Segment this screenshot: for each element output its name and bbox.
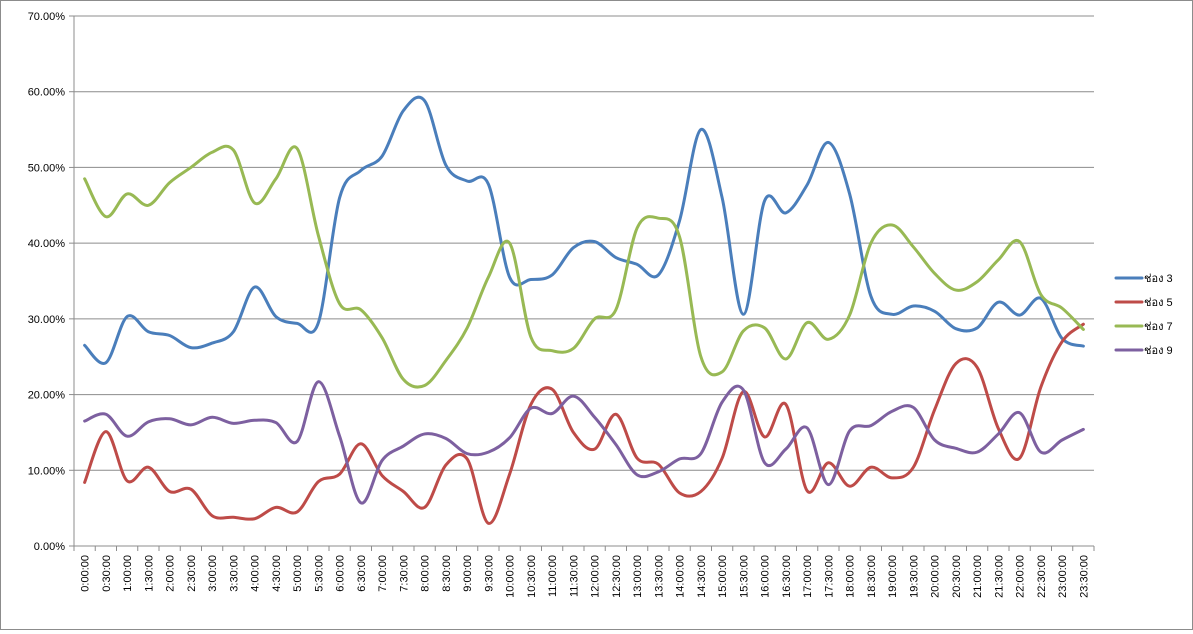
x-tick-label: 10:30:00 (526, 555, 538, 598)
x-tick-label: 4:30:00 (271, 555, 283, 592)
series-lines (83, 95, 1085, 525)
x-tick-label: 9:30:00 (483, 555, 495, 592)
x-tick-label: 18:00:00 (845, 555, 857, 598)
y-axis-ticks: 0.00% 10.00% 20.00% 30.00% 40.00% 50.00% 60.00… (28, 11, 74, 553)
x-axis-ticks: 0:00:00 0:30:00 1:00:00 1:30:00 2:00:00 2:30:… (73, 546, 1095, 598)
legend: ช่อง 3 ช่อง 5 ช่อง 7 ช่อง 9 (1114, 273, 1173, 357)
x-tick-label: 2:00:00 (165, 555, 177, 592)
series-line-3 (83, 144, 1085, 389)
x-tick-label: 13:00:00 (632, 555, 644, 598)
legend-label-3: ช่อง 7 (1144, 321, 1173, 333)
y-tick-label: 50.00% (28, 162, 66, 174)
x-tick-label: 20:00:00 (930, 555, 942, 598)
x-tick-label: 0:00:00 (80, 555, 92, 592)
x-tick-label: 3:00:00 (207, 555, 219, 592)
series-line-2 (83, 322, 1085, 525)
x-tick-label: 3:30:00 (228, 555, 240, 592)
x-tick-label: 23:00:00 (1057, 555, 1069, 598)
x-tick-label: 1:00:00 (122, 555, 134, 592)
x-tick-label: 15:30:00 (738, 555, 750, 598)
x-tick-label: 23:30:00 (1078, 555, 1090, 598)
legend-label-1: ช่อง 3 (1144, 273, 1173, 285)
x-tick-label: 12:00:00 (590, 555, 602, 598)
x-tick-label: 1:30:00 (143, 555, 155, 592)
x-tick-label: 2:30:00 (186, 555, 198, 592)
x-tick-label: 5:00:00 (292, 555, 304, 592)
x-tick-label: 8:30:00 (441, 555, 453, 592)
x-tick-label: 17:30:00 (823, 555, 835, 598)
y-tick-label: 0.00% (34, 541, 65, 553)
y-tick-label: 20.00% (28, 390, 66, 402)
x-tick-label: 13:30:00 (653, 555, 665, 598)
series-line-1 (83, 95, 1085, 365)
x-tick-label: 6:00:00 (335, 555, 347, 592)
x-tick-label: 5:30:00 (313, 555, 325, 592)
x-tick-label: 11:30:00 (568, 555, 580, 597)
x-tick-label: 19:30:00 (908, 555, 920, 598)
x-tick-label: 14:00:00 (675, 555, 687, 598)
x-tick-label: 22:30:00 (1036, 555, 1048, 598)
x-tick-label: 14:30:00 (696, 555, 708, 598)
x-tick-label: 6:30:00 (356, 555, 368, 592)
gridlines (74, 15, 1094, 471)
y-tick-label: 40.00% (28, 238, 66, 250)
x-tick-label: 4:00:00 (250, 555, 262, 592)
x-tick-label: 7:30:00 (398, 555, 410, 592)
x-tick-label: 0:30:00 (101, 555, 113, 592)
x-tick-label: 8:00:00 (420, 555, 432, 592)
x-tick-label: 10:00:00 (505, 555, 517, 598)
y-tick-label: 30.00% (28, 314, 66, 326)
x-tick-label: 12:30:00 (611, 555, 623, 598)
x-tick-label: 20:30:00 (951, 555, 963, 598)
x-tick-label: 18:30:00 (866, 555, 878, 598)
legend-label-2: ช่อง 5 (1144, 297, 1173, 309)
x-tick-label: 16:00:00 (760, 555, 772, 598)
x-tick-label: 16:30:00 (781, 555, 793, 598)
x-tick-label: 15:00:00 (717, 555, 729, 598)
legend-label-4: ช่อง 9 (1144, 345, 1173, 357)
x-tick-label: 19:00:00 (887, 555, 899, 598)
x-tick-label: 9:00:00 (462, 555, 474, 592)
x-tick-label: 17:00:00 (802, 555, 814, 598)
x-tick-label: 22:00:00 (1015, 555, 1027, 598)
x-tick-label: 7:00:00 (377, 555, 389, 592)
x-tick-label: 11:00:00 (547, 555, 559, 597)
x-tick-label: 21:00:00 (972, 555, 984, 598)
y-tick-label: 70.00% (28, 11, 66, 23)
y-tick-label: 10.00% (28, 465, 66, 477)
y-tick-label: 60.00% (28, 87, 66, 99)
series-line-4 (83, 380, 1085, 505)
x-tick-label: 21:30:00 (993, 555, 1005, 598)
